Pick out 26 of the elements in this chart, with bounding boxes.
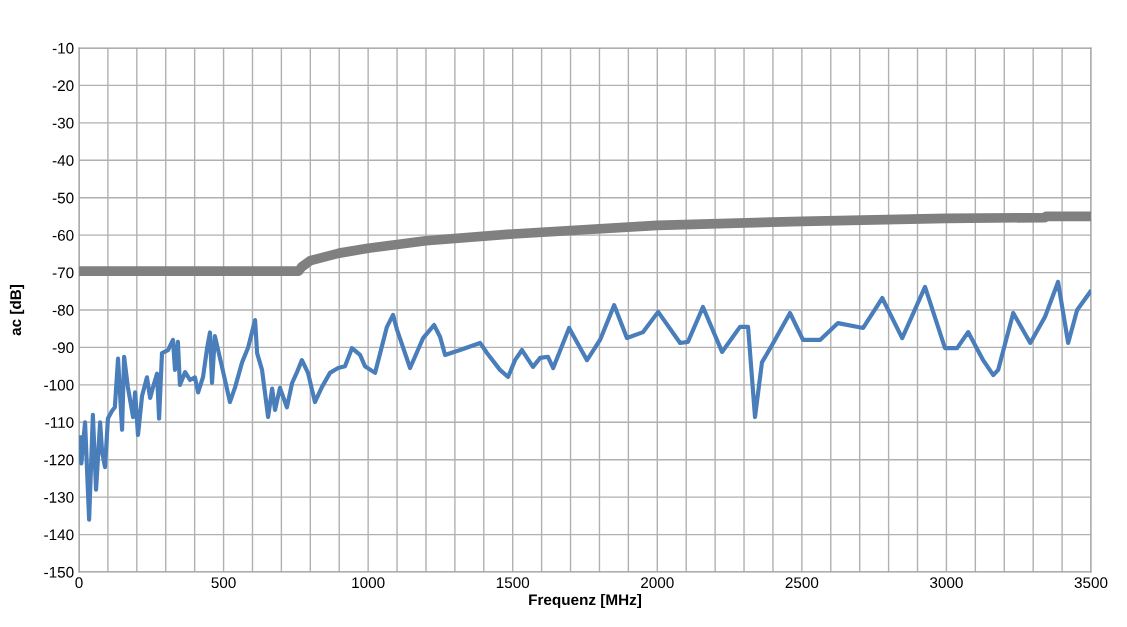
x-tick-label: 500 [211,577,236,589]
x-tick-label: 1000 [352,577,385,589]
x-tick-label: 2500 [785,577,819,589]
x-tick-label: 3500 [1074,577,1108,589]
y-tick-label: -100 [44,379,74,391]
x-tick-label: 2000 [641,577,674,589]
y-tick-label: -130 [44,492,74,503]
line-series [79,279,1091,522]
y-tick-label: -140 [44,529,74,541]
y-tick-label: -10 [52,42,74,54]
y-tick-label: -50 [52,192,74,204]
y-tick-label: -150 [44,566,74,578]
y-axis-title: ac [dB] [9,284,25,336]
x-tick-label: 1500 [496,577,530,589]
y-tick-label: -90 [52,342,74,354]
y-tick-label: -110 [45,417,74,428]
y-tick-label: -40 [52,155,74,166]
y-tick-label: -30 [52,117,74,129]
y-tick-label: -20 [52,80,74,92]
y-tick-label: -70 [52,267,74,279]
y-tick-label: -80 [52,304,74,316]
x-tick-label: 0 [75,577,83,589]
y-tick-label: -120 [44,454,74,466]
y-tick-label: -60 [52,230,74,241]
x-axis-title: Frequenz [MHz] [529,593,642,609]
x-tick-label: 3000 [930,577,963,589]
